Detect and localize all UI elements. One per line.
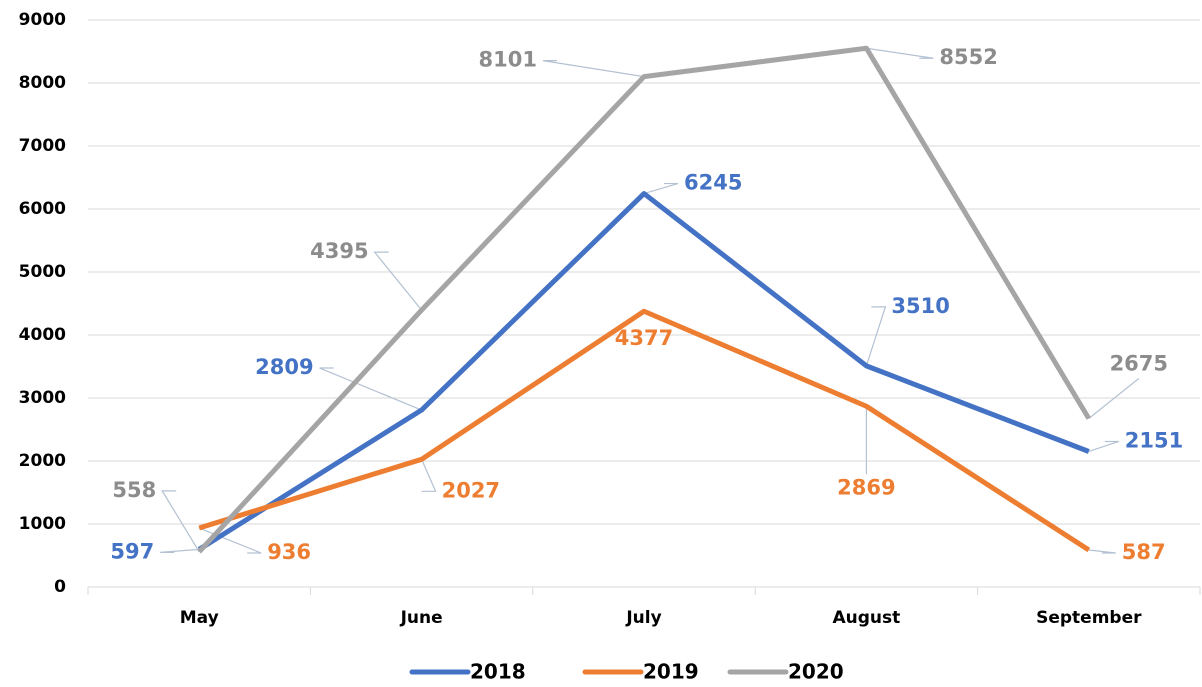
- data-label: 4395: [310, 239, 368, 263]
- leader-line: [160, 548, 200, 553]
- x-tick-label: September: [1036, 608, 1142, 628]
- y-tick-label: 9000: [19, 10, 66, 30]
- y-tick-label: 2000: [19, 451, 66, 471]
- leader-line: [319, 367, 422, 411]
- y-tick-label: 8000: [19, 73, 66, 93]
- leader-line: [421, 459, 437, 492]
- data-label: 3510: [891, 294, 949, 318]
- line: [197, 45, 1091, 554]
- legend-label: 2019: [643, 660, 699, 684]
- x-tick-label: July: [625, 608, 661, 628]
- leader-line: [1088, 378, 1140, 419]
- data-label: 2809: [255, 355, 313, 379]
- leader-line: [1088, 440, 1119, 453]
- line: [197, 191, 1090, 552]
- data-label: 936: [267, 540, 311, 564]
- x-tick-label: August: [833, 608, 901, 628]
- y-tick-label: 0: [54, 577, 66, 597]
- y-tick-label: 5000: [19, 262, 66, 282]
- data-label: 2151: [1125, 428, 1183, 452]
- leader-line: [865, 306, 887, 367]
- data-label: 8552: [939, 45, 997, 69]
- data-label: 2027: [442, 478, 500, 502]
- leader-line: [373, 251, 423, 311]
- leader-line: [866, 47, 934, 59]
- y-tick-label: 7000: [19, 136, 66, 156]
- y-tick-label: 1000: [19, 514, 66, 534]
- leader-line: [1088, 549, 1116, 554]
- y-tick-label: 3000: [19, 388, 66, 408]
- leader-line: [542, 60, 645, 78]
- data-label: 4377: [615, 326, 673, 350]
- y-tick-label: 4000: [19, 325, 66, 345]
- data-label: 8101: [479, 48, 537, 72]
- legend-label: 2018: [470, 660, 526, 684]
- data-label: 6245: [684, 171, 742, 195]
- x-tick-label: June: [400, 608, 443, 628]
- leader-line: [643, 182, 679, 195]
- leader-line: [161, 490, 200, 553]
- data-label: 597: [110, 539, 154, 563]
- data-label: 2869: [837, 475, 895, 499]
- data-label: 587: [1122, 540, 1166, 564]
- y-tick-label: 6000: [19, 199, 66, 219]
- line: [198, 308, 1091, 553]
- data-label: 2675: [1110, 351, 1168, 375]
- data-label: 558: [112, 478, 156, 502]
- x-tick-label: May: [180, 608, 219, 628]
- legend-label: 2020: [788, 660, 844, 684]
